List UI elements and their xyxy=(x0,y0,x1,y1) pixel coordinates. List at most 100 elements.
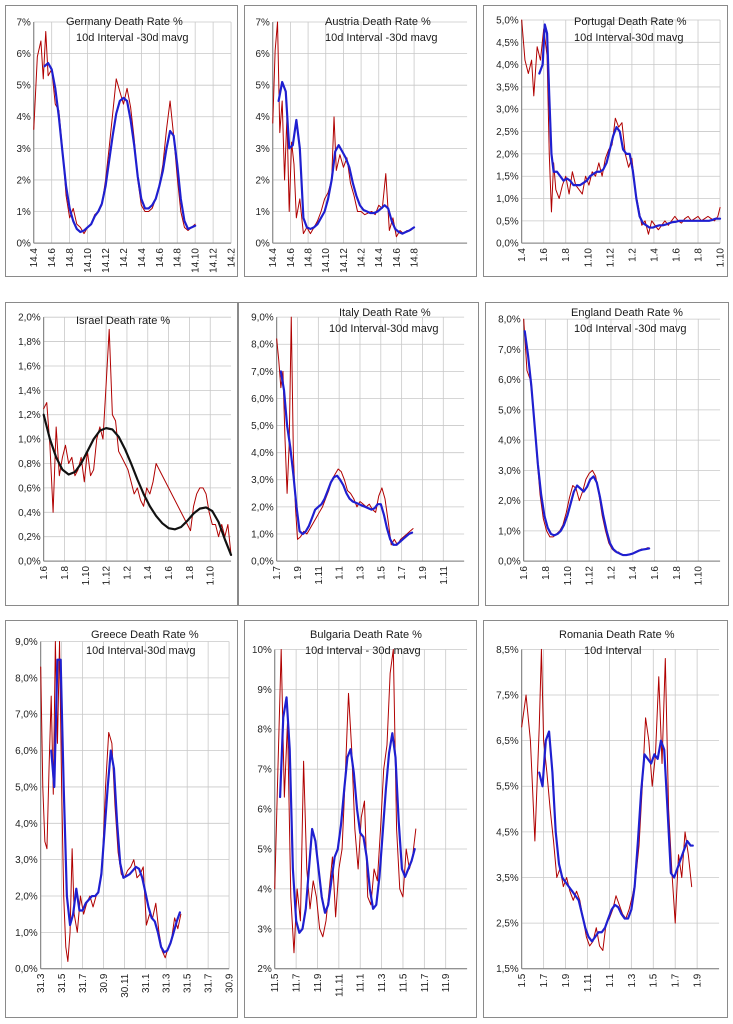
x-tick-label: 14.12 xyxy=(101,248,112,273)
x-tick-label: 14.8 xyxy=(304,248,315,268)
x-tick-label: 1.3 xyxy=(355,566,366,580)
chart-svg: 0% 1% 2% 3% 4% 5% 6% 7% 14.4 14.6 14.8 14.10 14.12 14… xyxy=(255,18,468,273)
y-tick-label: 6,0% xyxy=(15,746,38,757)
x-tick-label: 1.8 xyxy=(541,566,552,580)
x-tick-label: 14.4 xyxy=(137,248,148,268)
y-tick-label: 4% xyxy=(257,884,272,895)
y-tick-label: 2,0% xyxy=(18,313,41,324)
y-tick-label: 5,0% xyxy=(498,405,521,416)
x-tick-label: 30.9 xyxy=(225,973,236,993)
y-tick-label: 4,0% xyxy=(251,448,274,459)
x-tick-label: 1.9 xyxy=(293,566,304,580)
avg-series-line xyxy=(279,370,414,546)
y-tick-label: 1,0% xyxy=(496,194,519,205)
chart-svg: 0% 1% 2% 3% 4% 5% 6% 7% 14.4 14.6 14.8 14.10 14.12 14… xyxy=(16,18,238,273)
chart-subtitle: 10d Interval -30d mavg xyxy=(76,32,189,44)
y-tick-label: 5% xyxy=(16,81,31,92)
chart-panel: 2% 3% 4% 5% 6% 7% 8% 9% 10% 11.5 11.7 11.9 11.11 11.1… xyxy=(244,620,477,1018)
y-tick-label: 4,5% xyxy=(496,827,519,838)
x-tick-label: 30.9 xyxy=(99,973,110,993)
chart-subtitle: 10d Interval -30d mavg xyxy=(325,32,438,44)
x-tick-label: 1.11 xyxy=(439,566,450,585)
x-tick-label: 14.6 xyxy=(155,248,166,268)
x-tick-label: 14.2 xyxy=(227,248,238,268)
chart-panel: 0% 1% 2% 3% 4% 5% 6% 7% 14.4 14.6 14.8 14.10 14.12 14… xyxy=(5,5,238,277)
x-tick-label: 14.6 xyxy=(392,248,403,268)
x-tick-label: 1.4 xyxy=(628,566,639,580)
x-tick-label: 1.10 xyxy=(694,566,705,586)
x-tick-label: 1.6 xyxy=(519,566,530,580)
chart-title: Germany Death Rate % xyxy=(66,16,183,28)
y-tick-label: 2,5% xyxy=(496,919,519,930)
x-tick-label: 1.4 xyxy=(143,566,154,580)
y-tick-label: 7% xyxy=(257,765,272,776)
x-tick-label: 31.5 xyxy=(57,973,68,993)
x-tick-label: 1.12 xyxy=(605,248,616,268)
y-tick-label: 2,0% xyxy=(496,149,519,160)
x-tick-label: 1.10 xyxy=(716,248,727,268)
x-tick-label: 1.3 xyxy=(627,973,638,987)
avg-series-line xyxy=(538,730,694,943)
chart-svg: 0,0% 1,0% 2,0% 3,0% 4,0% 5,0% 6,0% 7,0% 8,0% 9,0%… xyxy=(15,637,236,998)
y-tick-label: 3,0% xyxy=(251,475,274,486)
y-tick-label: 5,0% xyxy=(251,421,274,432)
x-tick-label: 31.7 xyxy=(204,973,215,993)
x-tick-label: 31.7 xyxy=(78,973,89,993)
x-tick-label: 1.2 xyxy=(122,566,133,580)
chart-panel: 0,0% 0,2% 0,4% 0,6% 0,8% 1,0% 1,2% 1,4% 1,6% 1,8%… xyxy=(5,302,238,606)
raw-series-line xyxy=(43,328,232,556)
y-tick-label: 0,6% xyxy=(18,483,41,494)
x-tick-label: 1.9 xyxy=(561,973,572,987)
y-tick-label: 3,0% xyxy=(15,855,38,866)
x-tick-label: 1.9 xyxy=(693,973,704,987)
y-tick-label: 4,0% xyxy=(496,60,519,71)
y-tick-label: 3,0% xyxy=(496,105,519,116)
y-tick-label: 7,0% xyxy=(251,367,274,378)
x-tick-label: 14.10 xyxy=(83,248,94,273)
x-tick-label: 31.1 xyxy=(141,973,152,993)
y-tick-label: 4,0% xyxy=(15,819,38,830)
x-tick-label: 11.5 xyxy=(398,973,409,992)
chart-title: Portugal Death Rate % xyxy=(574,16,687,28)
x-tick-label: 1.6 xyxy=(164,566,175,580)
y-tick-label: 8,0% xyxy=(15,673,38,684)
x-tick-label: 14.8 xyxy=(65,248,76,268)
x-tick-label: 14.10 xyxy=(191,248,202,273)
x-tick-label: 1.11 xyxy=(314,566,325,585)
y-tick-label: 1,0% xyxy=(18,435,41,446)
x-tick-label: 11.7 xyxy=(292,973,303,992)
y-tick-label: 8,0% xyxy=(498,315,521,326)
y-tick-label: 0,5% xyxy=(496,216,519,227)
y-tick-label: 0,0% xyxy=(15,964,38,975)
x-tick-label: 1.6 xyxy=(39,566,50,580)
chart-svg: 1,5% 2,5% 3,5% 4,5% 5,5% 6,5% 7,5% 8,5% 1.5 1.7 1.… xyxy=(496,645,720,992)
x-tick-label: 1.7 xyxy=(397,566,408,580)
y-tick-label: 5,0% xyxy=(15,782,38,793)
chart-subtitle: 10d Interval xyxy=(584,645,642,657)
chart-subtitle: 10d Interval-30d mavg xyxy=(329,323,439,335)
y-tick-label: 1,0% xyxy=(15,928,38,939)
y-tick-label: 6% xyxy=(16,49,31,60)
x-tick-label: 14.6 xyxy=(286,248,297,268)
x-tick-label: 1.9 xyxy=(418,566,429,580)
x-tick-label: 11.5 xyxy=(270,973,281,992)
x-tick-label: 14.4 xyxy=(29,248,40,268)
chart-title: Bulgaria Death Rate % xyxy=(310,629,422,641)
y-tick-label: 2,5% xyxy=(496,127,519,138)
raw-series-line xyxy=(523,318,649,556)
x-tick-label: 1.12 xyxy=(102,566,113,586)
chart-panel: 0,0% 0,5% 1,0% 1,5% 2,0% 2,5% 3,0% 3,5% 4,0% 4,5%… xyxy=(483,5,728,277)
y-tick-label: 2,0% xyxy=(15,891,38,902)
y-tick-label: 3,5% xyxy=(496,873,519,884)
x-tick-label: 11.11 xyxy=(334,973,345,997)
x-tick-label: 1.10 xyxy=(583,248,594,268)
y-tick-label: 5,0% xyxy=(496,15,519,26)
x-tick-label: 1.2 xyxy=(627,248,638,262)
y-tick-label: 1,0% xyxy=(251,529,274,540)
y-tick-label: 10% xyxy=(252,645,272,656)
avg-series-line xyxy=(50,658,181,954)
y-tick-label: 6% xyxy=(255,49,270,60)
y-tick-label: 7% xyxy=(255,18,270,29)
x-tick-label: 11.1 xyxy=(356,973,367,992)
